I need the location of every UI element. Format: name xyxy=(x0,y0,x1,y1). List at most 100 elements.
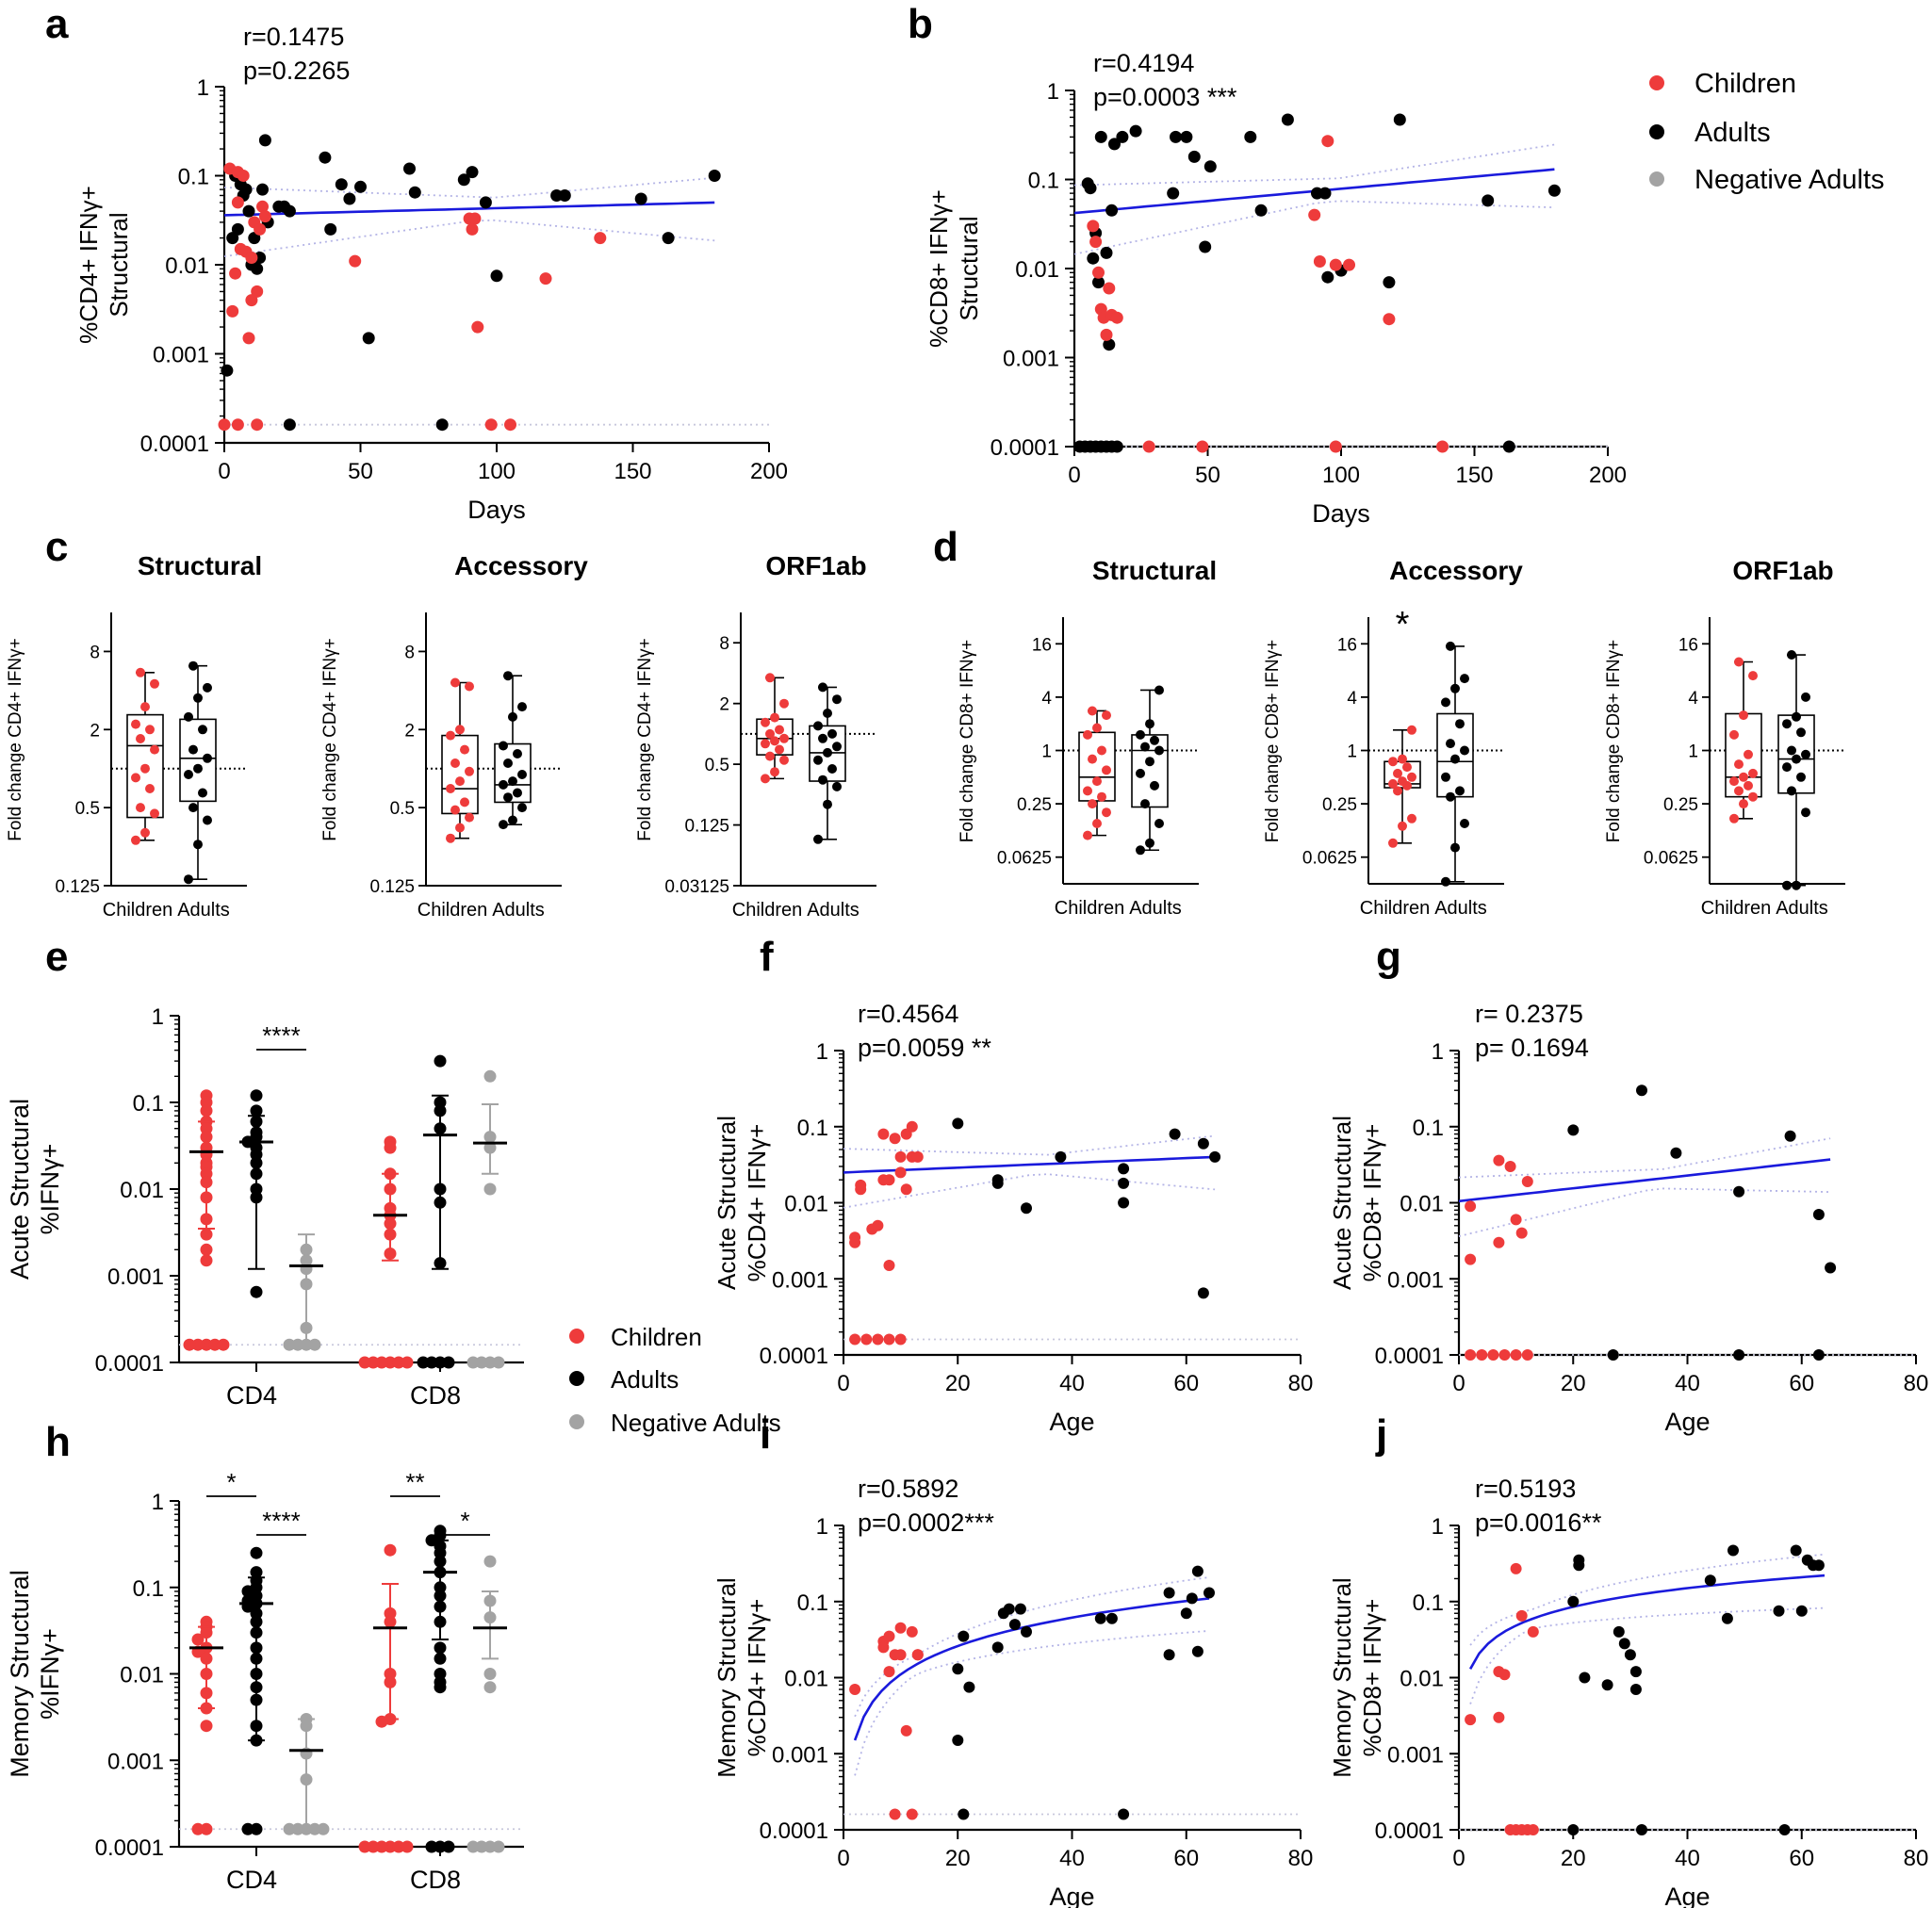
panel-d-point xyxy=(1145,838,1154,848)
panel-j-xtick-label: 40 xyxy=(1675,1846,1700,1871)
panel-d-ylabel: Fold change CD8+ IFNγ+ xyxy=(1263,640,1283,842)
panel-c-subplot-title: Structural xyxy=(138,551,262,580)
panel-a-point-children xyxy=(231,418,244,432)
panel-b-point-adults xyxy=(1116,130,1129,143)
panel-i-ytick-label: 0.1 xyxy=(797,1590,828,1616)
panel-f-ytick-label: 0.1 xyxy=(797,1116,828,1141)
panel-d-ytick-label: 4 xyxy=(1347,689,1357,709)
panel-f-ytick-label: 0.01 xyxy=(784,1192,828,1217)
panel-d-ylabel: Fold change CD8+ IFNγ+ xyxy=(958,640,977,842)
panel-b-point-adults xyxy=(1167,187,1180,200)
panel-b-xtick-label: 200 xyxy=(1589,463,1627,488)
panel-d-point xyxy=(1450,754,1460,764)
panel-e-point xyxy=(217,1338,230,1351)
panel-d-point xyxy=(1446,739,1455,749)
panel-d-point xyxy=(1729,729,1739,740)
panel-a-point-children xyxy=(218,418,231,432)
panel-b-point-children xyxy=(1089,236,1103,249)
panel-h-significance-label: * xyxy=(226,1468,236,1496)
panel-c-point xyxy=(513,749,522,758)
panel-g-point-children xyxy=(1498,1349,1511,1361)
panel-c-point xyxy=(131,773,140,783)
panel-a-ytick-label: 0.01 xyxy=(165,253,209,279)
panel-e-point xyxy=(442,1356,455,1369)
panel-f-letter: f xyxy=(760,934,774,980)
panel-c-subplot-2: ORF1ab 8 2 0.5 0.125 0.03125 Fold change CD4+ … xyxy=(635,551,876,921)
panel-b-ytick-label: 0.001 xyxy=(1003,347,1059,372)
panel-j-point-children xyxy=(1527,1824,1539,1835)
panel-d-category-label: Adults xyxy=(1129,898,1182,919)
panel-c-point xyxy=(465,812,474,823)
panel-g-xtick-label: 0 xyxy=(1452,1371,1465,1396)
panel-e-point xyxy=(200,1228,213,1241)
panel-c-category-label: Children xyxy=(103,900,172,921)
panel-c-point xyxy=(770,736,779,746)
panel-f-point-children xyxy=(860,1333,873,1345)
panel-c-point xyxy=(184,770,193,779)
panel-c-point xyxy=(517,803,527,813)
panel-f-point-adults xyxy=(1118,1163,1130,1175)
panel-d-point xyxy=(1388,778,1398,789)
panel-a-point-children xyxy=(594,232,607,245)
panel-i-point-adults xyxy=(963,1681,975,1693)
panel-i-point-adults xyxy=(1163,1649,1175,1661)
panel-h-point xyxy=(200,1720,213,1733)
panel-b-point-adults xyxy=(1199,240,1212,253)
panel-i-point-adults xyxy=(991,1641,1004,1654)
legend-negative-adults-marker xyxy=(1649,171,1664,187)
panel-j-xtick-label: 60 xyxy=(1789,1846,1814,1871)
panel-d-category-label: Children xyxy=(1055,898,1124,919)
panel-i-point-adults xyxy=(1105,1612,1118,1624)
panel-b: b r=0.4194 p=0.0003 *** 0.0001 0.001 0.01 0.1 1… xyxy=(908,1,1627,528)
panel-h-ylabel-line2: %IFNγ+ xyxy=(36,1628,64,1720)
panel-e-point xyxy=(475,1356,488,1369)
panel-i-ci-lower xyxy=(854,1630,1210,1776)
panel-a-point-adults xyxy=(466,166,479,179)
panel-b-letter: b xyxy=(908,1,933,47)
panel-g-xlabel: Age xyxy=(1664,1408,1710,1436)
panel-c-ytick-label: 2 xyxy=(719,695,729,715)
legend-e-negative-adults-label: Negative Adults xyxy=(611,1409,781,1437)
panel-a-point-adults xyxy=(251,262,264,275)
panel-c-ytick-label: 2 xyxy=(404,721,415,741)
panel-d-point xyxy=(1729,776,1739,787)
panel-g-stat-p: p= 0.1694 xyxy=(1475,1034,1589,1062)
panel-h-point xyxy=(384,1840,397,1853)
panel-d-point xyxy=(1782,880,1792,890)
panel-d-point xyxy=(1460,745,1469,756)
panel-d-point xyxy=(1739,799,1748,809)
panel-h-significance-label: * xyxy=(460,1507,469,1535)
panel-i-point-children xyxy=(883,1630,895,1642)
panel-d-point xyxy=(1083,786,1092,796)
panel-f-point-adults xyxy=(1197,1287,1209,1299)
panel-f-point-adults xyxy=(1169,1128,1181,1140)
panel-f-point-children xyxy=(855,1179,867,1191)
panel-b-point-adults xyxy=(1108,138,1121,151)
panel-d-point xyxy=(1407,813,1416,824)
panel-a-ylabel-line1: %CD4+ IFNγ+ xyxy=(74,186,103,344)
panel-d-point xyxy=(1398,754,1407,764)
panel-e-point xyxy=(200,1243,213,1256)
panel-j-fit-line xyxy=(1468,1574,1826,1670)
panel-d-point xyxy=(1801,692,1810,702)
panel-a-point-adults xyxy=(408,186,421,199)
panel-d-point xyxy=(1801,749,1810,759)
panel-b-point-adults xyxy=(1321,270,1334,284)
panel-c-point xyxy=(499,741,508,751)
panel-e-ytick-label: 0.1 xyxy=(133,1091,164,1117)
panel-d-point xyxy=(1787,650,1796,660)
panel-e-point xyxy=(208,1338,221,1351)
panel-f-point-children xyxy=(877,1128,890,1140)
panel-a-point-adults xyxy=(256,183,269,196)
panel-c-point xyxy=(517,702,527,712)
panel-c-point xyxy=(775,725,784,735)
panel-g-ytick-label: 0.1 xyxy=(1413,1116,1444,1141)
panel-j-point-adults xyxy=(1727,1544,1739,1557)
panel-b-ytick-label: 1 xyxy=(1047,79,1059,105)
panel-c-point xyxy=(508,815,517,825)
panel-a-point-adults xyxy=(221,364,234,377)
panel-g-xtick-label: 20 xyxy=(1561,1371,1586,1396)
panel-a-stat-p: p=0.2265 xyxy=(243,57,350,85)
panel-g-point-adults xyxy=(1607,1349,1619,1361)
panel-f-point-children xyxy=(906,1120,918,1133)
